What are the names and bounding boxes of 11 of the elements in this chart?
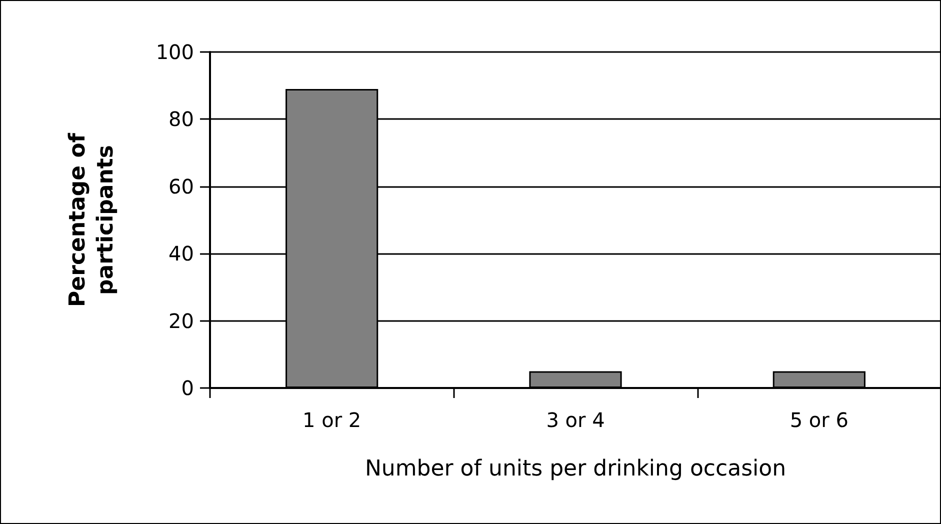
x-tick-label: 5 or 6 — [790, 408, 848, 432]
y-tick-label: 100 — [156, 40, 194, 64]
y-tick-label: 20 — [168, 308, 194, 333]
y-tick-label: 40 — [168, 242, 194, 266]
y-tick-label: 80 — [168, 107, 194, 132]
x-axis-title: Number of units per drinking occasion — [364, 456, 786, 482]
y-tick-label: 0 — [181, 376, 194, 400]
x-tick-label: 3 or 4 — [546, 408, 605, 432]
y-tick-label: 60 — [168, 174, 194, 198]
y-axis-title: Percentage of participants — [66, 132, 118, 307]
x-tick-label: 1 or 2 — [302, 408, 362, 432]
